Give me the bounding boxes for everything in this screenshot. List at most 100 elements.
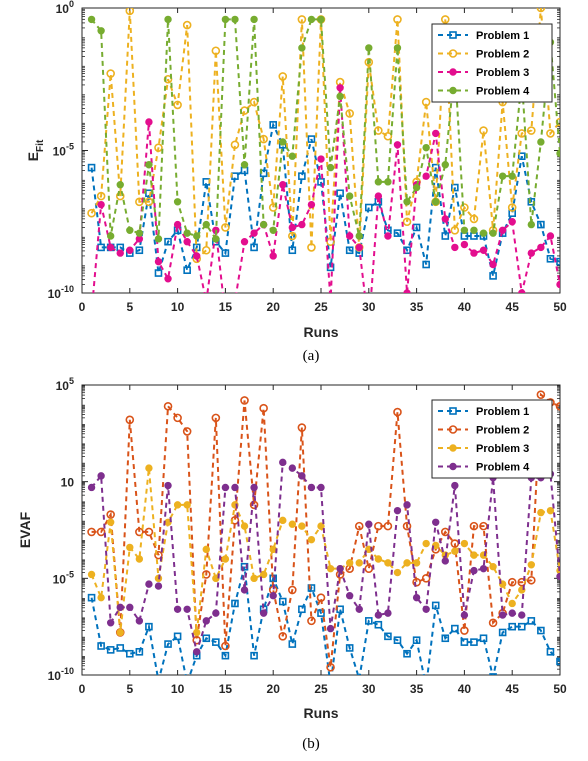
x-tick-label: 10 <box>171 300 185 314</box>
data-point <box>470 638 478 646</box>
data-point <box>173 198 182 206</box>
data-point <box>536 390 546 399</box>
data-point <box>125 8 135 16</box>
data-point <box>440 15 450 24</box>
data-point <box>470 566 478 575</box>
data-point <box>326 624 335 633</box>
data-point <box>432 518 440 526</box>
data-point <box>441 634 450 643</box>
data-point <box>556 280 560 289</box>
data-point <box>384 609 392 617</box>
data-point <box>173 413 182 423</box>
data-point <box>116 603 124 612</box>
data-point <box>269 121 278 129</box>
data-point <box>154 257 163 266</box>
data-point <box>259 134 268 144</box>
data-point <box>183 605 191 613</box>
x-tick-label: 25 <box>314 682 328 696</box>
data-point <box>193 648 201 656</box>
data-point <box>298 522 306 530</box>
series-problem-4 <box>87 15 560 243</box>
data-point <box>135 527 144 537</box>
data-point <box>469 521 479 531</box>
data-point <box>412 183 421 192</box>
legend-label: Problem 4 <box>476 462 530 474</box>
data-point <box>202 545 210 554</box>
figure-caption: (a) <box>303 348 320 364</box>
data-point <box>460 611 469 619</box>
legend-marker <box>449 407 457 415</box>
data-point <box>536 8 546 13</box>
data-point <box>336 564 344 573</box>
data-point <box>268 203 278 212</box>
data-point <box>546 232 555 240</box>
legend-label: Problem 3 <box>476 443 529 455</box>
data-point <box>97 27 105 35</box>
data-point <box>556 657 560 666</box>
data-point <box>441 215 449 223</box>
data-point <box>307 243 316 252</box>
data-point <box>403 649 411 658</box>
data-point <box>518 289 526 293</box>
data-point <box>393 568 402 577</box>
data-point <box>488 618 498 628</box>
data-point <box>460 203 469 212</box>
data-point <box>364 203 373 212</box>
data-point <box>517 129 527 138</box>
data-point <box>384 178 392 186</box>
data-point <box>470 249 478 257</box>
data-point <box>231 15 239 24</box>
data-point <box>498 172 507 180</box>
data-point <box>489 673 497 675</box>
x-tick-label: 0 <box>79 300 86 314</box>
data-point <box>135 647 144 656</box>
data-point <box>507 577 517 587</box>
data-point <box>546 129 555 138</box>
y-tick-label: 10-5 <box>53 142 74 159</box>
data-point <box>221 555 230 563</box>
data-point <box>202 220 210 229</box>
data-point <box>145 622 153 631</box>
data-point <box>145 464 153 472</box>
data-point <box>221 249 230 257</box>
legend-label: Problem 3 <box>476 67 529 79</box>
data-point <box>298 172 306 180</box>
data-point <box>298 472 306 480</box>
data-point <box>250 15 258 24</box>
data-point <box>422 143 430 152</box>
series-line <box>92 87 560 293</box>
x-tick-label: 35 <box>410 682 424 696</box>
series-line <box>90 8 560 261</box>
data-point <box>432 198 440 206</box>
data-point <box>202 634 211 643</box>
chart-panel-1: 0 5 10 15 20 25 30 35 40 45 50 10-10 10-5 100 Runs EFit… <box>25 0 567 364</box>
data-point <box>144 197 154 207</box>
data-point <box>250 483 258 492</box>
data-point <box>96 191 106 201</box>
x-tick-label: 5 <box>126 300 133 314</box>
data-point <box>106 243 115 252</box>
data-point <box>97 472 105 480</box>
data-point <box>546 647 555 656</box>
series-problem-2 <box>87 390 560 672</box>
data-point <box>183 266 191 275</box>
data-point <box>269 226 277 235</box>
data-point <box>374 620 383 629</box>
x-tick-label: 35 <box>410 300 424 314</box>
data-point <box>145 161 153 169</box>
data-point <box>402 217 412 227</box>
data-point <box>441 232 450 240</box>
data-point <box>87 570 96 579</box>
data-point <box>537 626 545 635</box>
data-point <box>106 518 115 526</box>
data-point <box>135 617 144 625</box>
data-point <box>460 626 469 635</box>
y-tick-label: 10-5 <box>53 569 74 586</box>
data-point <box>336 84 344 92</box>
data-point <box>527 561 536 569</box>
x-tick-label: 20 <box>267 682 281 696</box>
data-point <box>212 609 220 617</box>
x-tick-label: 40 <box>458 300 472 314</box>
data-point <box>403 559 411 567</box>
data-point <box>135 229 144 237</box>
